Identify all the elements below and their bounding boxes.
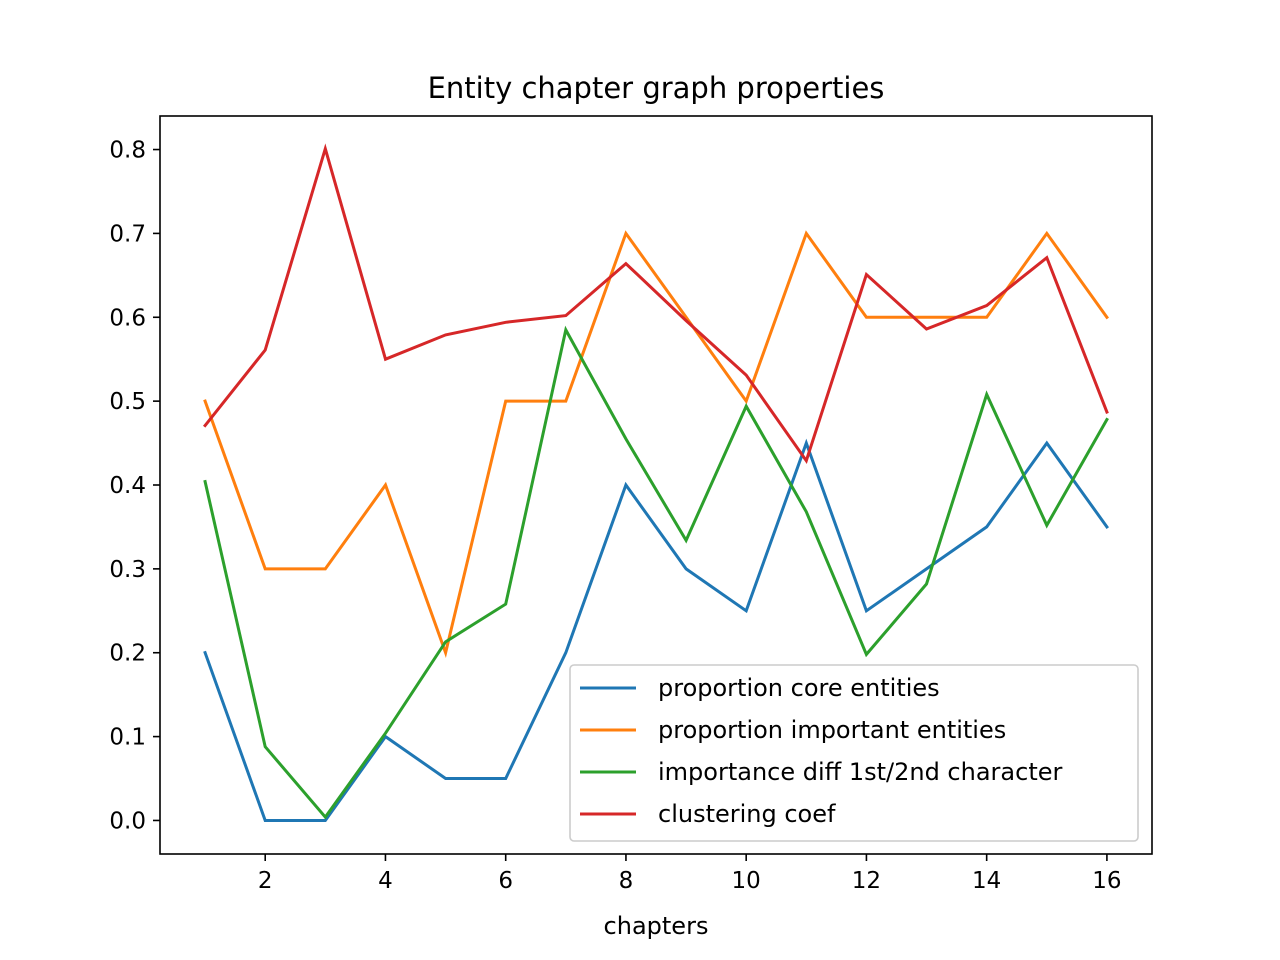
x-axis-ticks: 2 4 6 8 10 12 14 16: [258, 854, 1122, 894]
legend-label-4: clustering coef: [658, 800, 836, 828]
x-tick-label: 16: [1092, 868, 1121, 894]
y-tick-label: 0.5: [109, 389, 146, 415]
series-line-3: [203, 325, 1109, 820]
x-tick-label: 8: [619, 868, 634, 894]
y-tick-label: 0.7: [109, 221, 146, 247]
x-axis-label: chapters: [604, 912, 709, 940]
legend-label-2: proportion important entities: [658, 716, 1006, 744]
series-line-1: [203, 438, 1109, 822]
y-tick-label: 0.0: [109, 808, 146, 834]
x-tick-label: 14: [972, 868, 1001, 894]
legend-label-3: importance diff 1st/2nd character: [658, 758, 1062, 786]
y-tick-label: 0.2: [109, 641, 146, 667]
y-tick-label: 0.6: [109, 305, 146, 331]
series-layer: [202, 143, 1109, 822]
legend-label-1: proportion core entities: [658, 674, 940, 702]
x-tick-label: 6: [498, 868, 513, 894]
y-tick-label: 0.8: [109, 138, 146, 164]
y-tick-label: 0.1: [109, 725, 146, 751]
y-axis-ticks: 0.0 0.1 0.2 0.3 0.4 0.5 0.6 0.7 0.8: [109, 138, 160, 834]
x-tick-label: 12: [852, 868, 881, 894]
x-tick-label: 10: [732, 868, 761, 894]
series-line-4: [202, 143, 1109, 465]
y-tick-label: 0.3: [109, 557, 146, 583]
x-tick-label: 2: [258, 868, 273, 894]
x-tick-label: 4: [378, 868, 393, 894]
chart-title: Entity chapter graph properties: [428, 71, 885, 105]
legend-box: [569, 664, 1139, 842]
y-tick-label: 0.4: [109, 473, 146, 499]
legend: proportion core entities proportion impor…: [569, 664, 1139, 842]
